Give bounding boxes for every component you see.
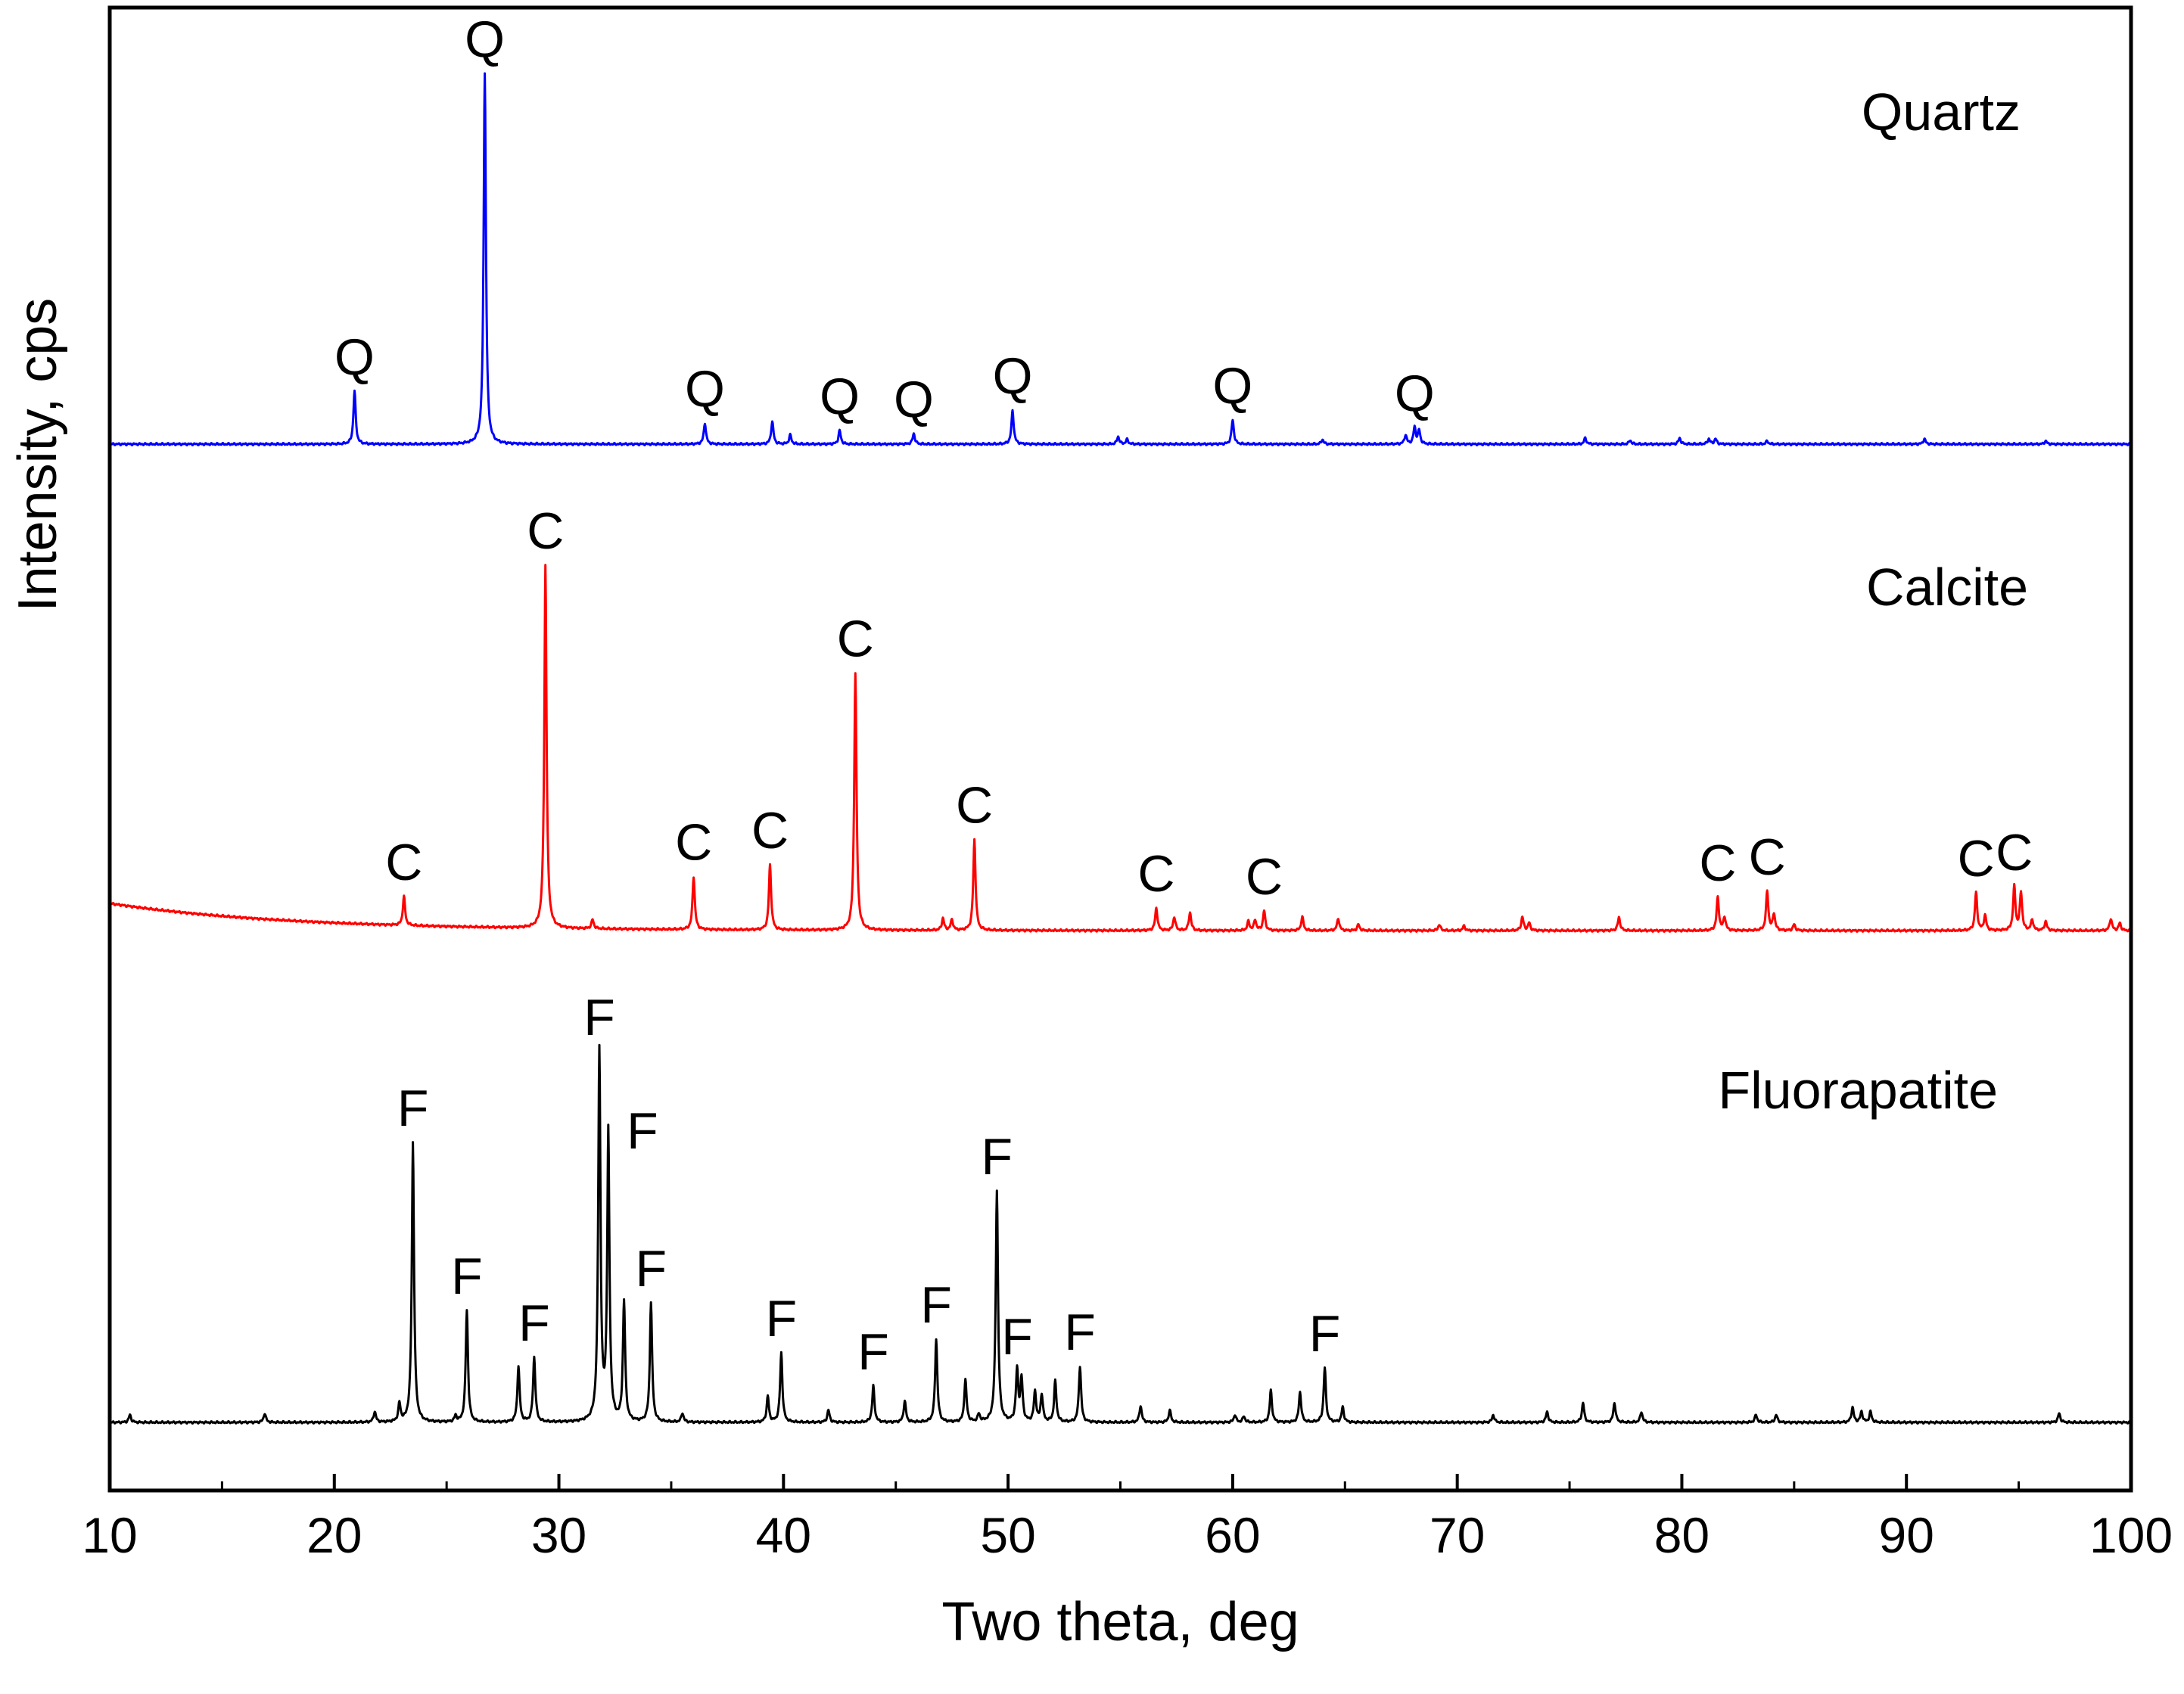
- peak-label-q: Q: [334, 328, 375, 386]
- series-line-calcite: [108, 564, 2132, 933]
- peak-label-f: F: [583, 989, 615, 1046]
- peak-label-c: C: [751, 802, 789, 859]
- x-tick-label: 20: [306, 1507, 362, 1563]
- peak-label-f: F: [981, 1128, 1013, 1186]
- peak-label-f: F: [635, 1240, 667, 1298]
- peak-label-q: Q: [685, 360, 725, 418]
- x-tick-label: 70: [1430, 1507, 1485, 1563]
- peak-label-q: Q: [1395, 365, 1435, 422]
- x-tick-label: 40: [756, 1507, 811, 1563]
- x-tick-label: 100: [2089, 1507, 2173, 1563]
- peak-label-q: Q: [820, 368, 860, 425]
- peak-label-f: F: [920, 1276, 952, 1334]
- plot-frame: [107, 5, 2133, 1493]
- peak-label-c: C: [1246, 848, 1283, 906]
- x-tick-label: 30: [531, 1507, 586, 1563]
- series-name-calcite: Calcite: [1866, 558, 2028, 617]
- peak-label-f: F: [1064, 1304, 1096, 1361]
- peak-label-c: C: [527, 502, 564, 560]
- x-tick-label: 80: [1654, 1507, 1710, 1563]
- peak-label-f: F: [397, 1080, 429, 1137]
- peak-label-c: C: [956, 777, 993, 835]
- peak-label-q: Q: [1212, 357, 1252, 415]
- traces-layer: [108, 72, 2132, 1425]
- peak-label-c: C: [1749, 828, 1786, 886]
- peak-label-f: F: [627, 1102, 658, 1160]
- series-name-quartz: Quartz: [1862, 82, 2021, 141]
- peak-label-q: Q: [465, 11, 505, 68]
- peak-label-q: Q: [894, 371, 934, 428]
- x-axis: 10 20 30 40 50 60 70 80 90 100: [82, 1474, 2173, 1563]
- peak-label-q: Q: [993, 347, 1033, 405]
- peak-label-c: C: [675, 814, 712, 872]
- peak-label-c: C: [385, 834, 422, 891]
- x-tick-label: 50: [980, 1507, 1035, 1563]
- peak-label-f: F: [766, 1290, 798, 1347]
- x-tick-label: 90: [1879, 1507, 1934, 1563]
- x-tick-label: 10: [82, 1507, 137, 1563]
- peak-label-f: F: [518, 1295, 550, 1352]
- peak-label-c: C: [1996, 824, 2033, 881]
- series-names-layer: Quartz Calcite Fluorapatite: [1718, 82, 2028, 1120]
- x-tick-label: 60: [1205, 1507, 1260, 1563]
- peak-label-f: F: [1001, 1308, 1033, 1366]
- peak-label-f: F: [857, 1323, 889, 1381]
- series-line-fluorapatite: [108, 1043, 2132, 1425]
- peak-label-c: C: [1958, 830, 1995, 887]
- y-axis-title: Intensity, cps: [8, 298, 68, 612]
- peak-label-c: C: [1137, 845, 1174, 903]
- peak-label-f: F: [451, 1248, 483, 1305]
- peak-label-f: F: [1309, 1305, 1341, 1363]
- peak-label-c: C: [1699, 835, 1736, 892]
- peak-label-c: C: [837, 610, 874, 667]
- series-name-fluorapatite: Fluorapatite: [1718, 1061, 1998, 1120]
- series-line-quartz: [108, 72, 2132, 446]
- x-axis-title: Two theta, deg: [941, 1592, 1299, 1652]
